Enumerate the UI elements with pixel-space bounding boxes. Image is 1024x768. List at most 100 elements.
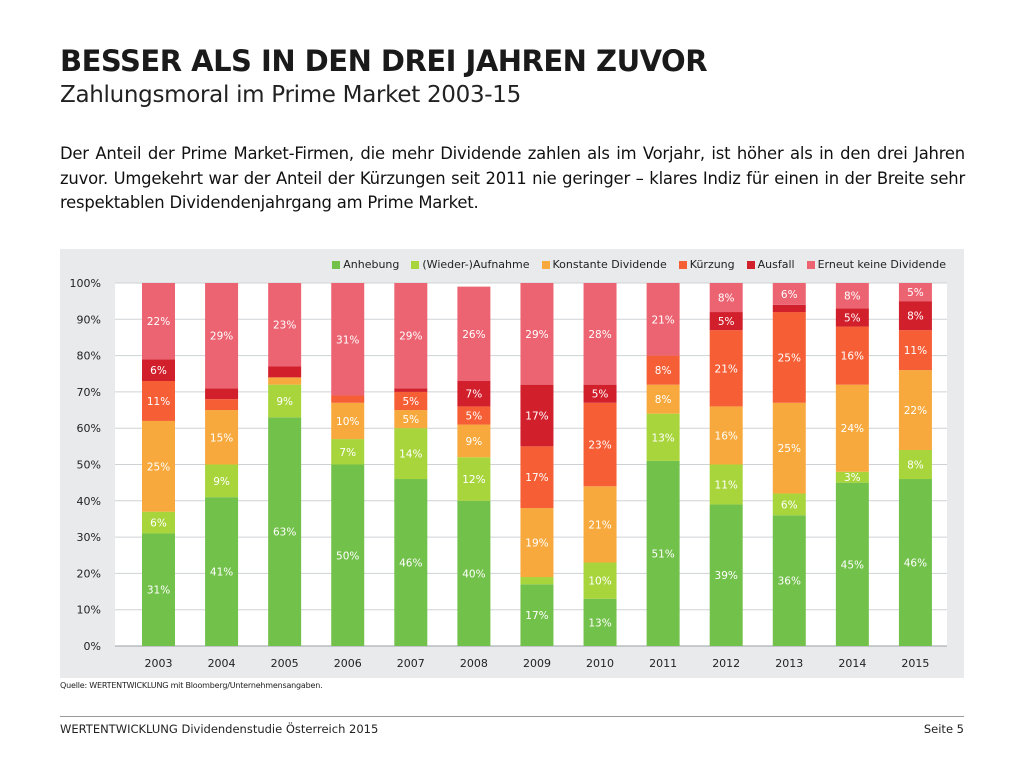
legend-item: Erneut keine Dividende [806,258,946,271]
bar-segment [520,508,554,578]
data-label: 7% [466,389,483,401]
bar-segment [520,584,554,646]
y-tick-label: 0% [84,640,101,653]
legend-item: Ausfall [746,258,795,271]
source-note: Quelle: WERTENTWICKLUNG mit Bloomberg/Un… [60,681,323,690]
bar-segment [583,486,617,563]
bar-segment [583,562,617,599]
data-label: 26% [462,329,485,341]
data-label: 23% [273,320,296,332]
data-label: 10% [588,576,611,588]
bar-segment [898,370,932,450]
bar-segment [394,428,428,480]
data-label: 5% [402,396,419,408]
chart-legend: Anhebung (Wieder-)Aufnahme Konstante Divid… [332,258,946,271]
bar-segment [835,384,869,472]
x-tick-label: 2010 [586,657,614,670]
data-label: 11% [715,479,738,491]
legend-item: Anhebung [332,258,399,271]
x-tick-label: 2015 [901,657,929,670]
bar-segment [898,449,932,480]
bar-segment [520,446,554,509]
data-label: 25% [778,352,801,364]
data-label: 9% [276,396,293,408]
data-label: 11% [904,345,927,357]
x-tick-label: 2013 [775,657,803,670]
y-tick-label: 30% [77,531,101,544]
bar-segment [583,598,617,646]
bar-segment [331,464,365,646]
legend-label: (Wieder-)Aufnahme [422,258,530,271]
x-tick-label: 2004 [208,657,236,670]
intro-paragraph: Der Anteil der Prime Market-Firmen, die … [60,144,965,212]
bar-segment [583,384,617,403]
bar-segment [898,330,932,371]
bar-segment [646,283,680,356]
x-tick-label: 2009 [523,657,551,670]
data-label: 8% [655,394,672,406]
data-label: 5% [402,414,419,426]
data-label: 3% [844,472,861,484]
x-tick-label: 2011 [649,657,677,670]
legend-label: Erneut keine Dividende [817,258,946,271]
x-tick-label: 2005 [271,657,299,670]
data-label: 19% [525,538,548,550]
bar-segment [268,283,302,367]
data-label: 21% [588,519,611,531]
data-label: 12% [462,474,485,486]
bar-segment [331,395,365,403]
bar-segment [646,460,680,646]
bar-segment [142,533,175,646]
bar-segment [268,384,302,418]
data-label: 7% [339,447,356,459]
x-tick-label: 2014 [838,657,866,670]
bar-segment [394,283,428,389]
bar-segment [457,381,491,407]
chart-container: 0% 10% 20% 30% 40% 50% 60% 70% 80% 90% 100% 31% 6% 25… [60,249,964,678]
bar-segment [394,388,428,392]
y-tick-label: 40% [77,495,101,508]
data-label: 17% [525,610,548,622]
y-tick-label: 20% [77,567,101,580]
data-label: 5% [844,312,861,324]
data-label: 16% [841,351,864,363]
data-label: 21% [651,314,674,326]
bar-segment [898,283,932,302]
legend-swatch [541,260,550,269]
bar-segment [835,283,869,309]
data-label: 22% [904,405,927,417]
bar-segment [709,312,743,331]
bar-segment [394,391,428,411]
bar-segment [772,402,806,494]
data-label: 23% [588,440,611,452]
bar-segment [142,283,175,360]
bar-segment [142,511,175,534]
data-label: 50% [336,550,359,562]
data-label: 29% [399,331,422,343]
legend-label: Kürzung [689,258,735,271]
bar-segment [457,286,491,382]
bar-segment [772,515,806,646]
data-label: 41% [210,567,233,579]
bar-segment [709,504,743,646]
bar-segment [394,479,428,646]
bar-segment [205,388,239,400]
data-label: 9% [466,436,483,448]
data-label: 29% [525,329,548,341]
data-label: 36% [778,576,801,588]
data-label: 51% [651,548,674,560]
bar-segment [709,406,743,465]
legend-label: Anhebung [343,258,400,271]
bar-segment [142,420,175,512]
bar-segment [520,384,554,447]
bar-segment [205,410,239,465]
data-label: 6% [150,518,167,530]
legend-item: Konstante Dividende [541,258,667,271]
bar-segment [835,326,869,385]
data-label: 24% [841,423,864,435]
bar-segment [205,497,239,646]
data-label: 14% [399,449,422,461]
bar-segment [457,500,491,646]
data-label: 16% [715,430,738,442]
bar-segment [142,381,175,421]
